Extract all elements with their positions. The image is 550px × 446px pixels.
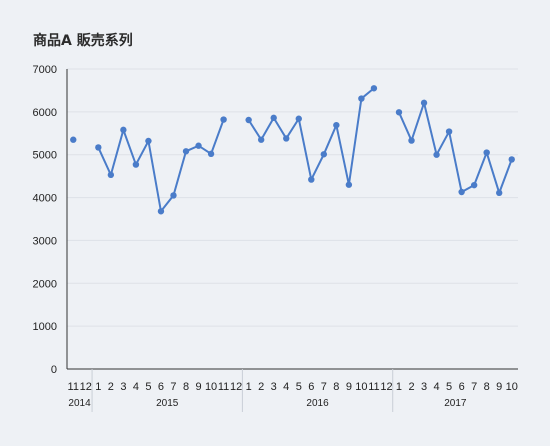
x-tick-label: 2 (108, 381, 114, 393)
x-tick-label: 7 (321, 381, 327, 393)
x-tick-label: 8 (484, 381, 490, 393)
x-tick-label: 6 (158, 381, 164, 393)
series-line (398, 99, 513, 196)
y-tick-label: 4000 (33, 193, 57, 205)
x-tick-label: 11 (68, 381, 79, 393)
x-tick-label: 8 (183, 381, 189, 393)
x-tick-label: 5 (296, 381, 302, 393)
data-point (145, 137, 152, 145)
x-tick-label: 1 (396, 381, 402, 393)
data-point (395, 109, 403, 116)
year-label: 2017 (444, 398, 467, 409)
x-tick-label: 12 (230, 381, 242, 393)
data-point (458, 188, 465, 196)
y-tick-label: 5000 (33, 150, 57, 162)
data-point (370, 85, 378, 92)
x-tick-label: 4 (434, 381, 440, 393)
x-tick-label: 9 (496, 381, 502, 393)
y-tick-label: 6000 (33, 107, 57, 119)
data-point (120, 126, 127, 134)
x-tick-label: 4 (283, 381, 289, 393)
data-point (408, 137, 415, 144)
series-line (247, 87, 375, 185)
x-tick-label: 10 (355, 381, 367, 393)
y-tick-label: 0 (51, 364, 57, 376)
data-point (220, 116, 227, 123)
data-point (320, 151, 328, 158)
data-point (95, 144, 102, 151)
year-label: 2015 (156, 398, 179, 409)
data-point (107, 171, 115, 179)
year-label: 2014 (68, 398, 91, 409)
data-point (70, 136, 77, 143)
x-tick-label: 1 (95, 381, 101, 393)
x-tick-label: 2 (258, 381, 264, 393)
x-tick-label: 7 (471, 381, 477, 393)
data-point (195, 142, 202, 149)
y-tick-label: 7000 (33, 64, 57, 76)
x-tick-label: 4 (133, 381, 139, 393)
year-label: 2016 (306, 398, 329, 409)
x-tick-label: 12 (380, 381, 392, 393)
x-tick-label: 3 (421, 381, 427, 393)
x-tick-label: 6 (308, 381, 314, 393)
data-point (170, 192, 177, 199)
chart-title: 商品A 販売系列 (33, 33, 133, 49)
x-tick-label: 12 (80, 381, 92, 393)
x-tick-label: 10 (506, 381, 518, 393)
x-tick-label: 11 (368, 381, 379, 393)
x-tick-label: 1 (246, 381, 252, 393)
x-tick-label: 2 (408, 381, 414, 393)
data-point (207, 150, 215, 158)
x-tick-label: 3 (120, 381, 126, 393)
data-point (496, 189, 503, 197)
y-tick-label: 1000 (33, 321, 57, 333)
x-tick-label: 10 (205, 381, 217, 393)
x-tick-label: 6 (459, 381, 465, 393)
data-point (132, 161, 140, 168)
data-point (245, 116, 252, 124)
data-point (157, 208, 165, 215)
data-point (483, 149, 490, 156)
data-point (345, 181, 353, 188)
y-tick-label: 3000 (33, 235, 57, 247)
data-point (182, 148, 190, 155)
data-point (433, 151, 440, 158)
x-tick-label: 9 (195, 381, 201, 393)
data-point (257, 136, 265, 143)
x-tick-label: 8 (333, 381, 339, 393)
data-point (358, 95, 365, 102)
x-tick-label: 7 (170, 381, 176, 393)
x-tick-label: 3 (271, 381, 277, 393)
data-point (470, 181, 478, 189)
data-point (295, 115, 302, 122)
data-point (270, 114, 277, 122)
data-point (420, 99, 428, 107)
x-tick-label: 5 (145, 381, 151, 393)
x-tick-label: 9 (346, 381, 352, 393)
y-tick-label: 2000 (33, 278, 57, 290)
data-point (445, 128, 453, 135)
x-tick-label: 11 (218, 381, 229, 393)
data-point (333, 121, 340, 129)
data-point (308, 176, 315, 183)
x-tick-label: 5 (446, 381, 452, 393)
data-point (283, 135, 290, 142)
data-point (508, 156, 515, 163)
